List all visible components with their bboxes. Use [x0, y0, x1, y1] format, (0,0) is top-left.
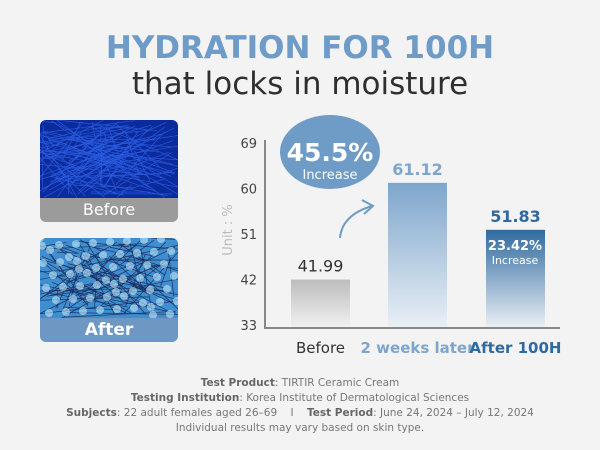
bar-0 — [291, 279, 350, 327]
y-tick-label: 51 — [240, 228, 257, 243]
arrow-head-icon — [361, 199, 375, 215]
y-tick-label: 33 — [240, 319, 257, 334]
after-callout-value: 23.42% — [488, 239, 542, 254]
y-axis-label: Unit : % — [221, 204, 236, 255]
bar-2 — [486, 229, 545, 327]
page-title: HYDRATION FOR 100H — [105, 30, 495, 66]
test-product-line: Test Product: TIRTIR Ceramic Cream — [200, 377, 400, 389]
x-tick-label: Before — [296, 339, 345, 357]
bar-value-label: 51.83 — [490, 207, 541, 226]
callout-bubble — [280, 115, 380, 189]
y-tick-label: 60 — [240, 183, 257, 198]
after-callout-text: Increase — [492, 254, 539, 267]
disclaimer: Individual results may vary based on ski… — [175, 422, 425, 434]
before-photo: Before — [40, 120, 178, 222]
footnotes: Test Product: TIRTIR Ceramic Cream Testi… — [0, 376, 600, 436]
bar-value-label: 61.12 — [392, 160, 443, 179]
bar-1 — [388, 182, 447, 327]
bar-chart: 41.99 Before 61.12 2 weeks later 51.83 After … — [221, 115, 562, 357]
y-tick-label: 69 — [240, 137, 257, 152]
callout-value: 45.5% — [287, 138, 374, 167]
institution-line: Testing Institution: Korea Institute of … — [130, 392, 470, 404]
arrow-icon — [339, 205, 373, 239]
after-photo-label: After — [40, 318, 178, 342]
subjects-line: Subjects: 22 adult females aged 26–69 I … — [66, 407, 534, 419]
x-tick-label: After 100H — [470, 339, 562, 357]
bar-value-label: 41.99 — [298, 257, 344, 276]
after-photo: After — [40, 238, 178, 342]
y-tick-label: 42 — [240, 274, 257, 289]
x-tick-label: 2 weeks later — [361, 339, 476, 357]
callout-text: Increase — [302, 168, 357, 183]
before-photo-label: Before — [40, 198, 178, 222]
page-subtitle: that locks in moisture — [131, 66, 469, 102]
